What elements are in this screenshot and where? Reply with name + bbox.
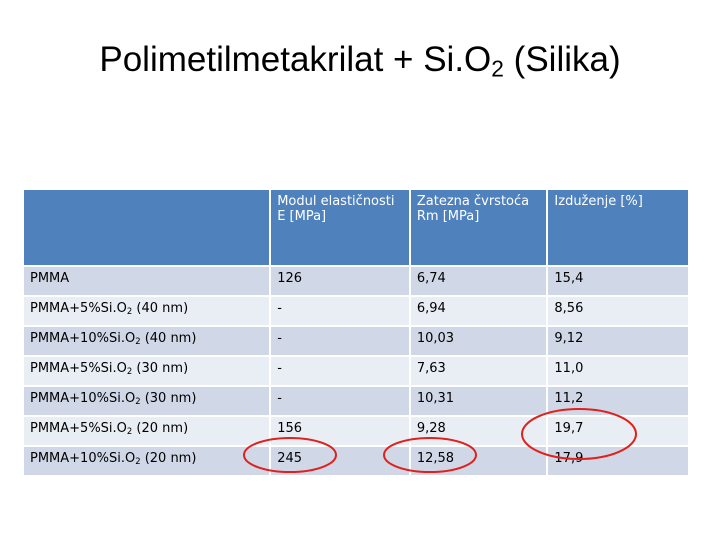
- table-cell: 19,7: [546, 415, 690, 447]
- label-rest: (30 nm): [132, 361, 189, 376]
- header-cell: Modul elastičnosti E [MPa]: [269, 188, 411, 267]
- title-rest: (Silika): [503, 40, 621, 79]
- title-text: Polimetilmetakrilat + Si.O: [99, 40, 492, 79]
- label-text: PMMA+5%Si.O: [30, 421, 127, 436]
- header-cell: Izduženje [%]: [546, 188, 690, 267]
- table-cell: 10,31: [408, 385, 549, 417]
- label-text: PMMA: [30, 271, 70, 286]
- label-rest: (40 nm): [132, 301, 189, 316]
- header-cell: Zatezna čvrstoća Rm [MPa]: [408, 188, 549, 267]
- table-row: PMMA+10%Si.O2 (30 nm) -10,31 11,2: [21, 385, 690, 417]
- label-subscript: 2: [135, 336, 141, 347]
- data-table: Modul elastičnosti E [MPa] Zatezna čvrsto…: [21, 188, 690, 477]
- row-label: PMMA+5%Si.O2 (40 nm): [21, 295, 272, 327]
- table-row: PMMA+10%Si.O2 (20 nm) 245 12,58 17,9: [21, 445, 690, 477]
- label-text: PMMA+5%Si.O: [30, 301, 127, 316]
- label-text: PMMA+10%Si.O: [30, 331, 136, 346]
- row-label: PMMA+10%Si.O2 (20 nm): [21, 445, 272, 477]
- table-cell: 6,74: [408, 265, 549, 297]
- table-cell: 17,9: [546, 445, 690, 477]
- label-rest: (20 nm): [132, 421, 189, 436]
- row-label: PMMA+10%Si.O2 (40 nm): [21, 325, 272, 357]
- table-cell: 126: [269, 265, 411, 297]
- header-cell: [21, 188, 272, 267]
- table-cell: -: [269, 385, 411, 417]
- header-row: Modul elastičnosti E [MPa] Zatezna čvrsto…: [21, 188, 690, 267]
- table-cell: -: [269, 295, 411, 327]
- label-subscript: 2: [135, 396, 141, 407]
- table-cell: 12,58: [408, 445, 549, 477]
- table-row: PMMA+5%Si.O2 (20 nm) 156 9,28 19,7: [21, 415, 690, 447]
- table-row: PMMA+5%Si.O2 (40 nm) -6,94 8,56: [21, 295, 690, 327]
- slide-title: Polimetilmetakrilat + Si.O2 (Silika): [0, 40, 720, 80]
- row-label: PMMA+5%Si.O2 (20 nm): [21, 415, 272, 447]
- table-body: PMMA 126 6,74 15,4 PMMA+5%Si.O2 (40 nm) -6,94…: [21, 265, 690, 477]
- row-label: PMMA: [21, 265, 272, 297]
- label-subscript: 2: [126, 426, 133, 437]
- table-cell: -: [269, 325, 411, 357]
- table-cell: 11,0: [546, 355, 690, 387]
- table-cell: 9,12: [546, 325, 690, 357]
- row-label: PMMA+10%Si.O2 (30 nm): [21, 385, 272, 417]
- table-row: PMMA+5%Si.O2 (30 nm) -7,63 11,0: [21, 355, 690, 387]
- table-cell: 245: [269, 445, 411, 477]
- label-subscript: 2: [126, 366, 133, 377]
- table-cell: 10,03: [408, 325, 549, 357]
- table-cell: 8,56: [546, 295, 690, 327]
- label-text: PMMA+10%Si.O: [30, 391, 136, 406]
- table-row: PMMA 126 6,74 15,4: [21, 265, 690, 297]
- label-rest: (40 nm): [140, 331, 197, 346]
- table-cell: 9,28: [408, 415, 549, 447]
- label-rest: (30 nm): [140, 391, 197, 406]
- label-text: PMMA+5%Si.O: [30, 361, 127, 376]
- row-label: PMMA+5%Si.O2 (30 nm): [21, 355, 272, 387]
- label-subscript: 2: [135, 456, 141, 467]
- label-text: PMMA+10%Si.O: [30, 451, 136, 466]
- table-row: PMMA+10%Si.O2 (40 nm) -10,03 9,12: [21, 325, 690, 357]
- label-subscript: 2: [126, 306, 133, 317]
- table-cell: -: [269, 355, 411, 387]
- table-cell: 15,4: [546, 265, 690, 297]
- table-cell: 156: [269, 415, 411, 447]
- label-rest: (20 nm): [140, 451, 197, 466]
- table-cell: 7,63: [408, 355, 549, 387]
- title-subscript: 2: [491, 55, 504, 82]
- table-cell: 11,2: [546, 385, 690, 417]
- table-cell: 6,94: [408, 295, 549, 327]
